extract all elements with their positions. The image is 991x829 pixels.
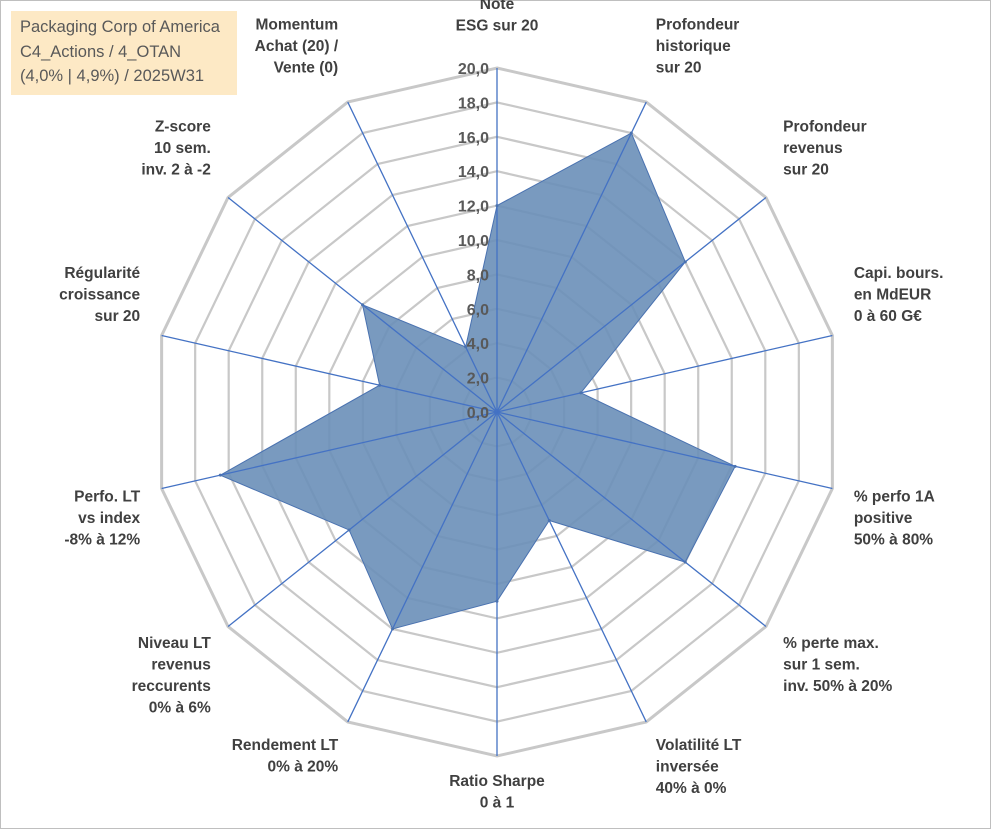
axis-label-line: croissance <box>59 287 140 304</box>
axis-label: Momentum Achat (20) / Vente (0) <box>255 17 339 77</box>
axis-label: Régularité croissance sur 20 <box>59 265 140 325</box>
axis-label-line: Ratio Sharpe <box>449 773 545 790</box>
axis-label-line: Z-score <box>155 118 211 135</box>
tick-label: 14,0 <box>458 164 489 181</box>
data-point <box>361 303 365 307</box>
axis-label-line: -8% à 12% <box>64 531 140 548</box>
axis-label-line: inv. 50% à 20% <box>783 678 892 695</box>
axis-label: Volatilité LT inversée 40% à 0% <box>656 737 742 797</box>
axis-label-line: Rendement LT <box>232 737 339 754</box>
chart-title-box: Packaging Corp of America C4_Actions / 4… <box>11 11 237 95</box>
axis-label-line: Volatilité LT <box>656 737 742 754</box>
data-point <box>464 345 468 349</box>
tick-label: 8,0 <box>467 267 489 284</box>
axis-spoke <box>161 334 498 413</box>
axis-label: Niveau LT revenus reccurents 0% à 6% <box>132 635 212 717</box>
axis-label-line: Note <box>480 0 515 13</box>
axis-label: Capi. bours. en MdEUR 0 à 60 G€ <box>854 265 944 325</box>
axis-label-line: reccurents <box>132 678 211 695</box>
axis-label: Profondeur revenus sur 20 <box>783 118 867 178</box>
data-point <box>391 627 395 631</box>
axis-label-line: Achat (20) / <box>255 38 339 55</box>
axis-label-line: Régularité <box>64 265 140 282</box>
data-point <box>378 383 382 387</box>
axis-label: Perfo. LT vs index -8% à 12% <box>64 488 140 548</box>
axis-spoke <box>347 411 498 723</box>
axis-label-line: en MdEUR <box>854 287 932 304</box>
axis-label-line: % perte max. <box>783 635 879 652</box>
tick-label: 10,0 <box>458 233 489 250</box>
axis-spoke <box>347 101 498 413</box>
axis-label-line: Vente (0) <box>274 60 339 77</box>
axis-label-line: 40% à 0% <box>656 780 727 797</box>
axis-label-line: sur 20 <box>656 60 702 77</box>
data-point <box>733 464 737 468</box>
axis-spoke <box>496 411 767 627</box>
axis-label-line: 0 à 1 <box>480 795 515 812</box>
axis-label-line: ESG sur 20 <box>456 18 539 35</box>
axis-label-line: sur 1 sem. <box>783 657 860 674</box>
axis-label-line: Profondeur <box>656 17 740 34</box>
axis-label-line: Momentum <box>256 17 339 34</box>
axis-label: Rendement LT 0% à 20% <box>232 737 339 776</box>
axis-label-line: revenus <box>151 657 210 674</box>
tick-label: 4,0 <box>467 336 489 353</box>
data-point <box>495 599 499 603</box>
tick-label: 20,0 <box>458 61 489 78</box>
axis-spoke <box>496 411 833 490</box>
axis-label-line: inv. 2 à -2 <box>141 161 211 178</box>
data-point <box>683 560 687 564</box>
axis-label-line: 50% à 80% <box>854 531 933 548</box>
axis-label-line: historique <box>656 38 731 55</box>
tick-label: 6,0 <box>467 302 489 319</box>
axis-spoke <box>496 334 833 413</box>
axis-label: Profondeur historique sur 20 <box>656 17 740 77</box>
axis-label-line: vs index <box>78 510 140 527</box>
axis-spoke <box>496 101 647 413</box>
axis-label-line: revenus <box>783 140 842 157</box>
data-point <box>683 260 687 264</box>
tick-label: 12,0 <box>458 199 489 216</box>
axis-label: Note ESG sur 20 <box>456 0 539 35</box>
axis-label-line: % perfo 1A <box>854 488 935 505</box>
axis-label: % perte max. sur 1 sem. inv. 50% à 20% <box>783 635 892 695</box>
axis-label-line: sur 20 <box>95 308 141 325</box>
axis-label-line: sur 20 <box>783 161 829 178</box>
axis-spoke <box>161 411 498 490</box>
data-point <box>347 528 351 532</box>
axis-spoke <box>496 197 767 413</box>
data-point <box>629 131 633 135</box>
chart-title-line: C4_Actions / 4_OTAN <box>20 42 182 61</box>
chart-title-line: (4,0% | 4,9%) / 2025W31 <box>20 67 205 85</box>
axis-label-line: 0 à 60 G€ <box>854 308 922 325</box>
axis-label-line: Niveau LT <box>138 635 211 652</box>
axis-label-line: Capi. bours. <box>854 265 944 282</box>
tick-label: 16,0 <box>458 130 489 147</box>
axis-label-line: Profondeur <box>783 118 867 135</box>
tick-label: 18,0 <box>458 95 489 112</box>
axis-label-line: 10 sem. <box>154 140 211 157</box>
tick-label: 2,0 <box>467 371 489 388</box>
axis-spoke <box>496 411 647 723</box>
axis-label: Z-score 10 sem. inv. 2 à -2 <box>141 118 211 178</box>
data-point <box>495 204 499 208</box>
axis-label-line: positive <box>854 510 913 527</box>
axis-label-line: 0% à 6% <box>149 700 211 717</box>
data-point <box>218 473 222 477</box>
axis-label: Ratio Sharpe 0 à 1 <box>449 773 545 812</box>
axis-label-line: 0% à 20% <box>268 758 339 775</box>
axis-label: % perfo 1A positive 50% à 80% <box>854 488 935 548</box>
data-point <box>547 518 551 522</box>
axis-label-line: inversée <box>656 758 719 775</box>
data-point <box>579 391 583 395</box>
axis-spoke <box>227 411 498 627</box>
tick-label: 0,0 <box>467 405 489 422</box>
axis-label-line: Perfo. LT <box>74 488 141 505</box>
chart-title-line: Packaging Corp of America <box>20 18 220 36</box>
